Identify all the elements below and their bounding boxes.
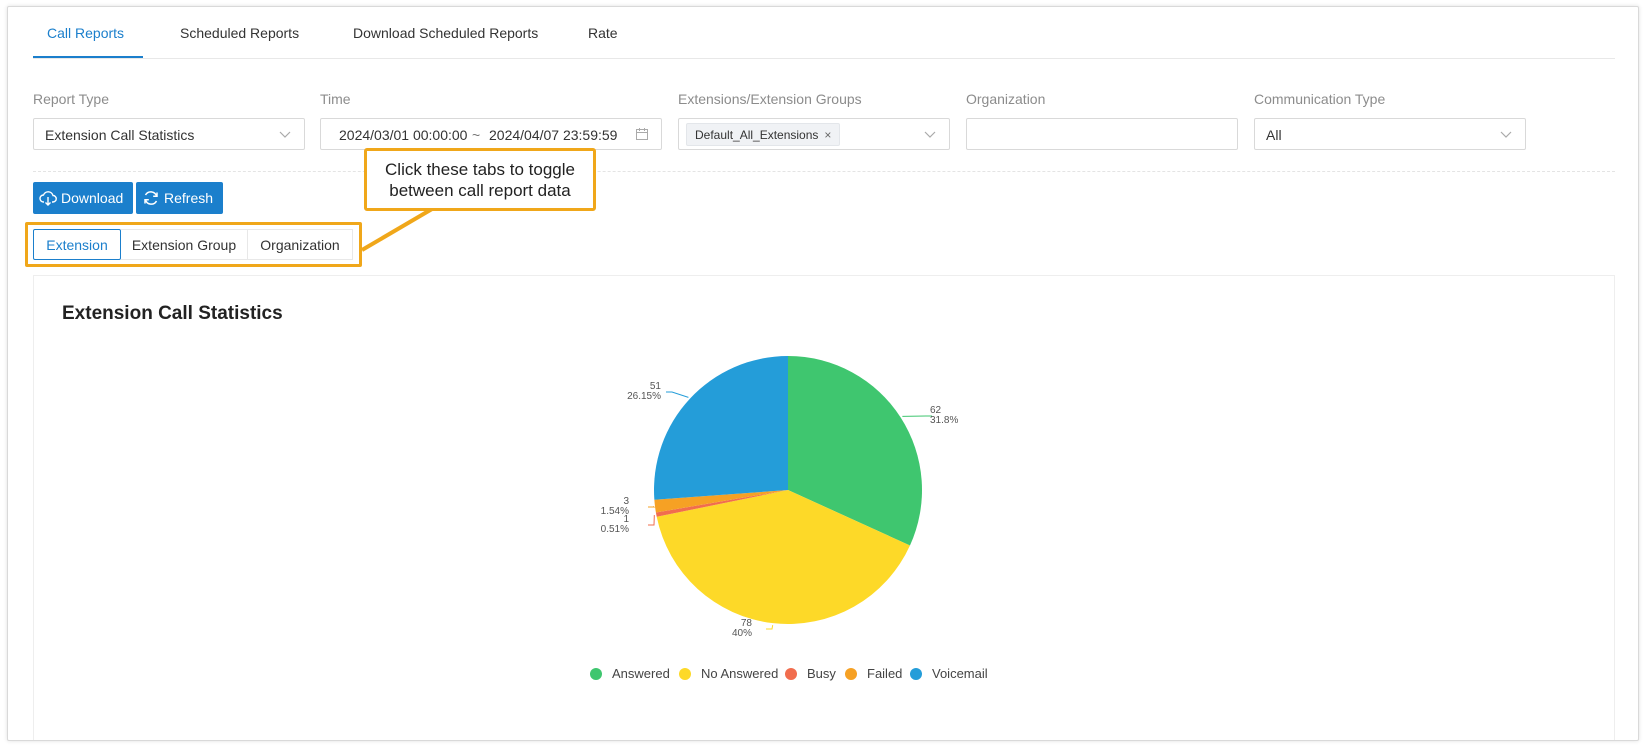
leader-line [766, 625, 774, 630]
chart-title: Extension Call Statistics [62, 303, 283, 324]
legend-label: Answered [612, 666, 670, 681]
report-type-label: Report Type [33, 91, 110, 107]
extensions-select[interactable]: Default_All_Extensions × [678, 118, 950, 150]
callout-annotation: Click these tabs to toggle between call … [364, 148, 596, 211]
report-tabs: Call Reports Scheduled Reports Download … [33, 7, 1615, 59]
refresh-icon [144, 191, 158, 205]
download-label: Download [61, 190, 124, 206]
extension-tag-label: Default_All_Extensions [695, 128, 819, 142]
tab-call-reports[interactable]: Call Reports [47, 25, 125, 41]
chevron-down-icon [1500, 131, 1512, 138]
cloud-download-icon [39, 191, 57, 206]
tab-scheduled-reports[interactable]: Scheduled Reports [180, 25, 300, 41]
calendar-icon [636, 128, 648, 140]
legend-label: No Answered [701, 666, 779, 681]
legend-item-answered[interactable]: Answered [590, 666, 670, 681]
time-start: 2024/03/01 00:00:00 [339, 127, 468, 143]
pie-slice-answered[interactable] [788, 356, 923, 546]
legend-item-failed[interactable]: Failed [845, 666, 902, 681]
legend-label: Failed [867, 666, 903, 681]
pie-slice-failed[interactable] [654, 490, 788, 513]
time-separator: ~ [472, 127, 481, 143]
app-window: Call Reports Scheduled Reports Download … [7, 6, 1639, 741]
data-label-value: 1 [623, 514, 629, 525]
report-type-select[interactable]: Extension Call Statistics [33, 118, 305, 150]
callout-line-1: Click these tabs to toggle [385, 160, 575, 179]
tab-rate[interactable]: Rate [588, 25, 618, 41]
active-tab-indicator [33, 56, 143, 58]
extension-tag: Default_All_Extensions × [686, 123, 841, 146]
pie-slice-voicemail[interactable] [654, 356, 788, 500]
organization-label: Organization [966, 91, 1046, 107]
divider [33, 171, 1615, 172]
time-end: 2024/04/07 23:59:59 [489, 127, 618, 143]
legend-dot [845, 667, 857, 680]
communication-type-select[interactable]: All [1254, 118, 1526, 150]
data-label-value: 51 [650, 381, 662, 392]
time-label: Time [320, 91, 351, 107]
data-label-value: 78 [741, 618, 753, 629]
tab-download-scheduled-reports[interactable]: Download Scheduled Reports [353, 25, 539, 41]
legend-dot [910, 667, 922, 680]
legend-dot [590, 667, 602, 680]
leader-line [666, 391, 689, 398]
legend-dot [679, 667, 691, 680]
report-type-value: Extension Call Statistics [45, 127, 195, 143]
callout-line-2: between call report data [389, 181, 571, 200]
data-label-percent: 31.8% [930, 415, 958, 426]
refresh-label: Refresh [164, 190, 214, 206]
legend-label: Voicemail [932, 666, 988, 681]
callout-pointer [360, 207, 434, 252]
refresh-button[interactable]: Refresh [136, 182, 224, 214]
leader-line [648, 515, 655, 526]
legend-dot [785, 667, 797, 680]
subtab-extension[interactable]: Extension [33, 229, 121, 260]
tabs-highlight-box [25, 222, 362, 267]
pie-slice-no-answered[interactable] [656, 490, 910, 624]
chevron-down-icon [924, 131, 936, 138]
communication-type-label: Communication Type [1254, 91, 1386, 107]
data-label-value: 62 [930, 405, 942, 416]
chart-card: Extension Call Statistics 62 31.8% 78 40% 1 0… [33, 275, 1615, 740]
data-label-value: 3 [623, 496, 629, 507]
legend-item-no-answered[interactable]: No Answered [679, 666, 778, 681]
leader-line [648, 505, 656, 508]
extensions-label: Extensions/Extension Groups [678, 91, 862, 107]
download-button[interactable]: Download [33, 182, 134, 214]
pie-slice-busy[interactable] [655, 490, 788, 517]
data-label-percent: 0.51% [601, 524, 629, 535]
data-label-percent: 26.15% [627, 391, 661, 402]
data-label-percent: 1.54% [601, 506, 629, 517]
chevron-down-icon [279, 131, 291, 138]
organization-input[interactable] [966, 118, 1238, 150]
communication-type-value: All [1266, 127, 1282, 143]
close-icon[interactable]: × [824, 128, 832, 142]
data-label-percent: 40% [732, 628, 752, 639]
legend-item-busy[interactable]: Busy [785, 666, 836, 681]
subtab-extension-group[interactable]: Extension Group [121, 229, 248, 260]
subtab-organization[interactable]: Organization [248, 229, 353, 260]
legend-label: Busy [807, 666, 836, 681]
legend-item-voicemail[interactable]: Voicemail [910, 666, 988, 681]
